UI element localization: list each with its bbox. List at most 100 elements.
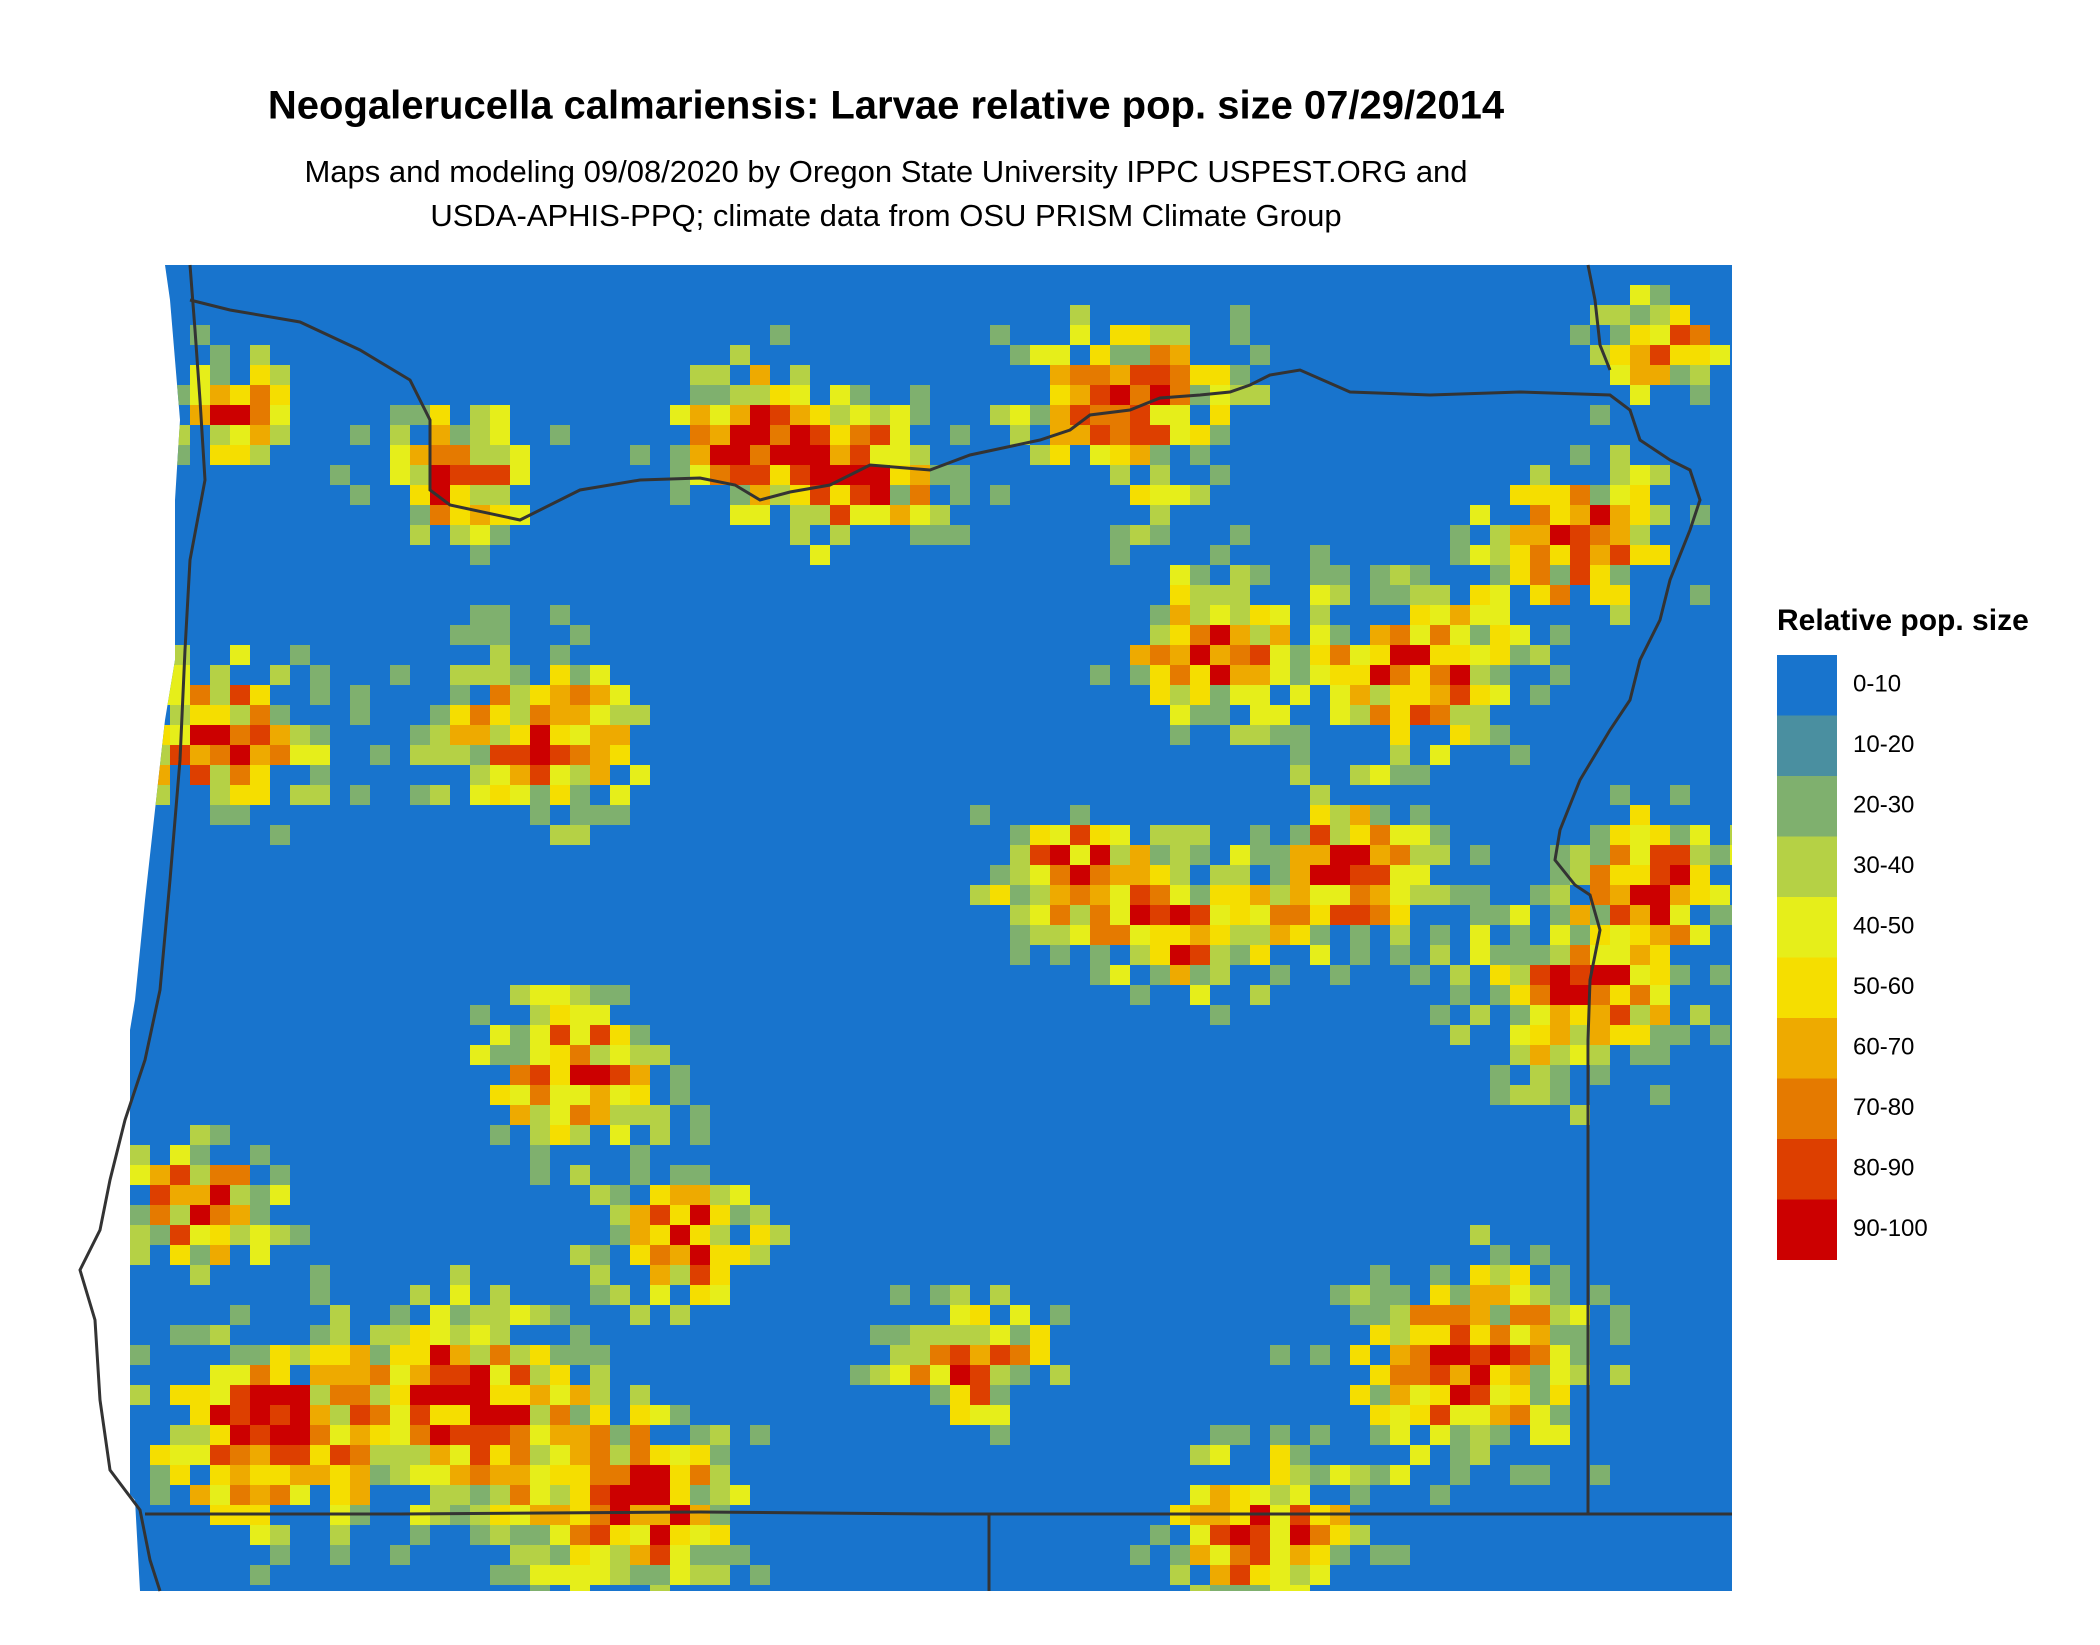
- map-cell: [1550, 1325, 1570, 1345]
- map-cell: [670, 1225, 690, 1245]
- map-cell: [1250, 1545, 1270, 1565]
- map-cell: [330, 465, 350, 485]
- map-cell: [130, 1385, 150, 1405]
- map-cell: [1190, 705, 1210, 725]
- map-cell: [1590, 305, 1610, 325]
- map-cell: [1110, 545, 1130, 565]
- map-cell: [390, 1325, 410, 1345]
- map-cell: [370, 1465, 390, 1485]
- map-cell: [210, 425, 230, 445]
- map-cell: [1230, 945, 1250, 965]
- map-cell: [490, 765, 510, 785]
- map-cell: [490, 525, 510, 545]
- map-cell: [150, 765, 170, 785]
- map-cell: [1590, 985, 1610, 1005]
- map-cell: [510, 745, 530, 765]
- map-cell: [1630, 865, 1650, 885]
- map-cell: [1210, 465, 1230, 485]
- map-cell: [1250, 945, 1270, 965]
- map-cell: [710, 1525, 730, 1545]
- map-cell: [1410, 645, 1430, 665]
- map-cell: [990, 885, 1010, 905]
- map-cell: [1270, 865, 1290, 885]
- map-cell: [590, 1245, 610, 1265]
- map-cell: [1090, 885, 1110, 905]
- map-cell: [1410, 1325, 1430, 1345]
- map-cell: [1510, 1085, 1530, 1105]
- map-cell: [1410, 845, 1430, 865]
- map-cell: [490, 1405, 510, 1425]
- map-cell: [890, 405, 910, 425]
- map-cell: [550, 1545, 570, 1565]
- map-cell: [670, 1565, 690, 1585]
- map-cell: [1370, 1325, 1390, 1345]
- map-cell: [1410, 1365, 1430, 1385]
- map-cell: [1250, 885, 1270, 905]
- map-cell: [170, 1145, 190, 1165]
- map-cell: [1450, 645, 1470, 665]
- map-cell: [410, 1285, 430, 1305]
- map-cell: [450, 1385, 470, 1405]
- map-cell: [510, 685, 530, 705]
- map-cell: [1010, 865, 1030, 885]
- map-cell: [1570, 1305, 1590, 1325]
- map-cell: [1530, 685, 1550, 705]
- map-cell: [1470, 685, 1490, 705]
- map-cell: [1250, 925, 1270, 945]
- map-cell: [1550, 965, 1570, 985]
- legend-label: 60-70: [1853, 1033, 1914, 1060]
- map-cell: [530, 1485, 550, 1505]
- map-cell: [450, 1465, 470, 1485]
- map-cell: [950, 425, 970, 445]
- map-cell: [1430, 1305, 1450, 1325]
- map-cell: [490, 665, 510, 685]
- map-cell: [590, 1485, 610, 1505]
- map-cell: [1490, 945, 1510, 965]
- map-cell: [250, 345, 270, 365]
- map-cell: [710, 1205, 730, 1225]
- map-cell: [150, 1445, 170, 1465]
- map-cell: [150, 685, 170, 705]
- map-cell: [430, 1325, 450, 1345]
- map-cell: [490, 725, 510, 745]
- map-cell: [290, 1425, 310, 1445]
- map-cell: [1130, 885, 1150, 905]
- map-cell: [1390, 905, 1410, 925]
- map-cell: [330, 1525, 350, 1545]
- map-cell: [550, 1565, 570, 1585]
- map-cell: [690, 1465, 710, 1485]
- map-cell: [1490, 1365, 1510, 1385]
- map-cell: [210, 1125, 230, 1145]
- map-cell: [210, 725, 230, 745]
- map-cell: [1230, 885, 1250, 905]
- map-cell: [1550, 1305, 1570, 1325]
- map-cell: [270, 365, 290, 385]
- map-cell: [1610, 885, 1630, 905]
- map-cell: [450, 705, 470, 725]
- map-cell: [1530, 1325, 1550, 1345]
- map-cell: [1530, 1405, 1550, 1425]
- map-cell: [590, 765, 610, 785]
- map-cell: [490, 1285, 510, 1305]
- map-cell: [1390, 765, 1410, 785]
- map-cell: [550, 1045, 570, 1065]
- map-cell: [690, 465, 710, 485]
- map-cell: [710, 1425, 730, 1445]
- map-cell: [510, 1445, 530, 1465]
- map-cell: [390, 1405, 410, 1425]
- map-cell: [1330, 1285, 1350, 1305]
- map-cell: [890, 505, 910, 525]
- map-cell: [1010, 845, 1030, 865]
- map-cell: [1390, 1365, 1410, 1385]
- map-cell: [1210, 405, 1230, 425]
- map-cell: [1610, 945, 1630, 965]
- map-cell: [1650, 1005, 1670, 1025]
- map-cell: [510, 1045, 530, 1065]
- map-cell: [1470, 625, 1490, 645]
- map-cell: [1150, 425, 1170, 445]
- map-cell: [210, 1165, 230, 1185]
- map-cell: [1230, 725, 1250, 745]
- map-cell: [470, 1305, 490, 1325]
- map-cell: [1590, 965, 1610, 985]
- map-cell: [730, 505, 750, 525]
